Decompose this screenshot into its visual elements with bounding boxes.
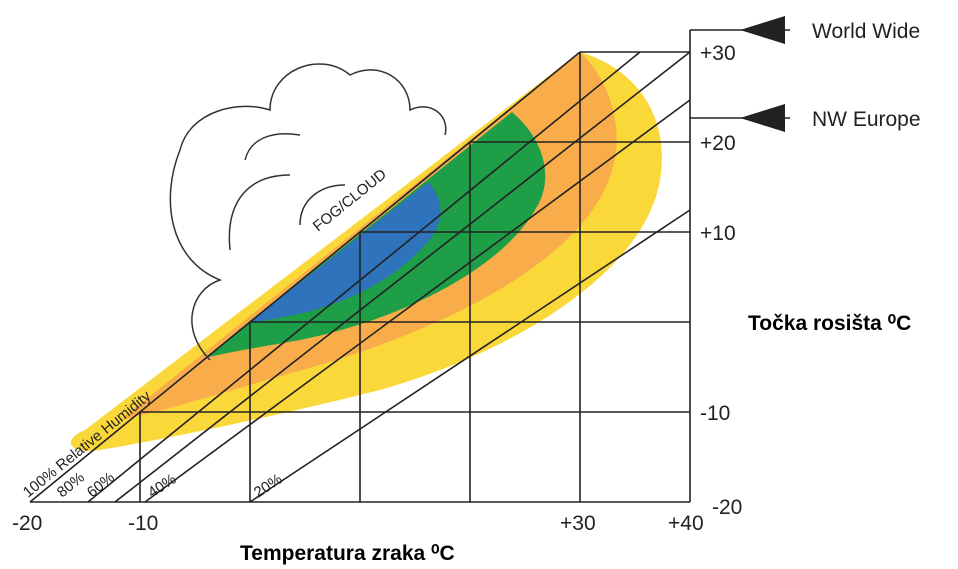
rh-label: 60% <box>84 469 118 501</box>
x-axis-title: Temperatura zraka ⁰C <box>240 542 455 565</box>
rh-label: 20% <box>251 471 285 502</box>
x-tick-label: +30 <box>560 512 596 535</box>
y-tick-label: -10 <box>700 402 730 425</box>
y-tick-label: +10 <box>700 222 736 245</box>
y-axis-title: Točka rosišta ⁰C <box>748 312 911 335</box>
arrow-head <box>740 16 785 44</box>
arrow-label: World Wide <box>812 20 920 43</box>
y-tick-label: +20 <box>700 132 736 155</box>
x-tick-label: -10 <box>128 512 158 535</box>
arrow-label: NW Europe <box>812 108 921 131</box>
y-tick-label: +30 <box>700 42 736 65</box>
x-tick-label: -20 <box>12 512 42 535</box>
x-tick-label: +40 <box>668 512 704 535</box>
diagram: World Wide NW Europe +30 +20 +10 -10 -20… <box>0 0 958 569</box>
arrow-head <box>740 104 785 132</box>
y-tick-label: -20 <box>712 496 742 519</box>
